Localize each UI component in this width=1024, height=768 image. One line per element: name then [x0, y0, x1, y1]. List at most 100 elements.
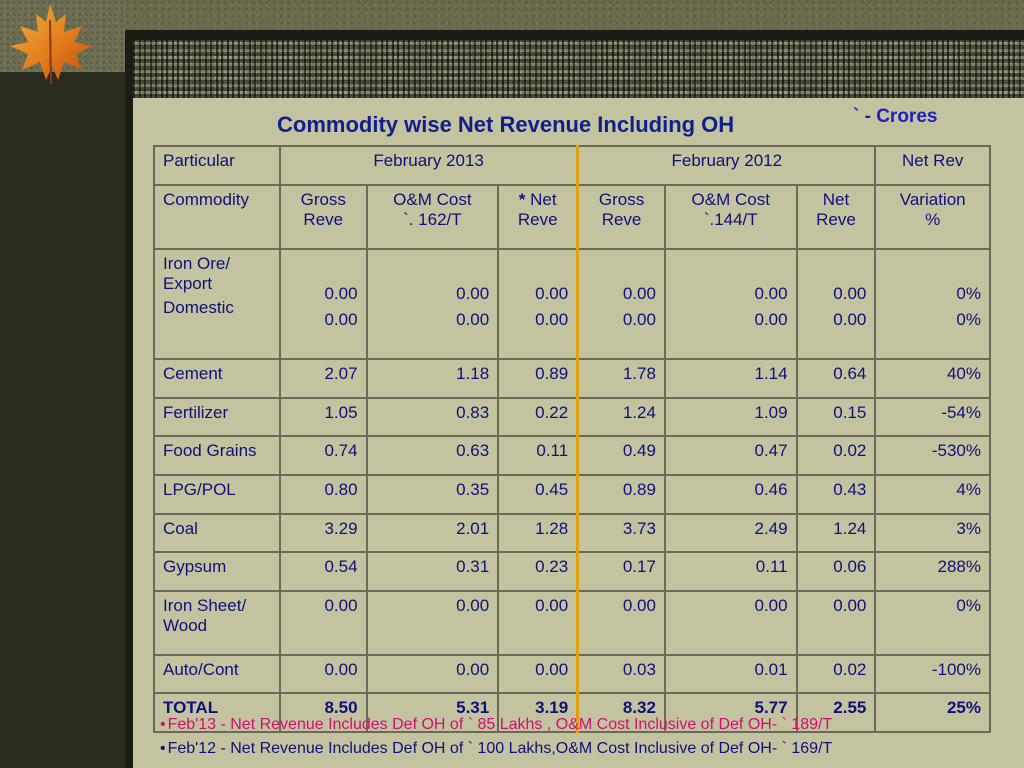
table-cell: 0.63	[365, 435, 500, 476]
cell-iron-ore: 0.00 0.00	[365, 247, 500, 361]
table-cell: 0.00	[279, 589, 368, 656]
row-label: Coal	[153, 512, 281, 554]
cell-value-domestic: 0%	[956, 309, 981, 329]
row-label: Gypsum	[153, 551, 281, 592]
header-text: Variation	[899, 189, 966, 209]
table-cell: 0.00	[795, 589, 877, 656]
row-label: LPG/POL	[153, 473, 281, 515]
header-commodity: Commodity	[153, 183, 281, 250]
header-gross-reve-12: Gross Reve	[576, 183, 666, 250]
row-label: Export	[163, 273, 213, 293]
table-cell: 1.24	[795, 512, 877, 554]
table-cell: -530%	[874, 435, 991, 476]
table-row-iron-ore: Iron Ore/ Export Domestic 0.00 0.00 0.00 0.…	[153, 247, 991, 361]
cell-value-domestic: 0.00	[622, 309, 656, 329]
cell-value-export: 0.00	[754, 283, 788, 303]
cell-iron-ore: 0.00 0.00	[279, 247, 368, 361]
row-label: Cement	[153, 358, 281, 399]
cell-value-export: 0.00	[456, 283, 490, 303]
table-cell: 0.89	[576, 473, 666, 515]
cell-value-export: 0%	[956, 283, 981, 303]
table-row: Gypsum 0.54 0.31 0.23 0.17 0.11 0.06 288%	[153, 551, 991, 592]
table-cell: 2.07	[279, 358, 368, 399]
cell-value-domestic: 0.00	[535, 309, 569, 329]
row-label: Iron Ore/	[163, 253, 231, 273]
cell-value-export: 0.00	[535, 283, 569, 303]
table-row: Iron Sheet/ Wood 0.00 0.00 0.00 0.00 0.00 0.00…	[153, 589, 991, 656]
bullet: •	[160, 716, 166, 733]
table-cell: 0.00	[365, 589, 500, 656]
header-particular: Particular	[153, 145, 281, 186]
table-cell: 0.00	[497, 589, 579, 656]
header-gross-reve-13: Gross Reve	[279, 183, 368, 250]
table-cell: 1.14	[663, 358, 798, 399]
header-om-cost-12: O&M Cost `.144/T	[663, 183, 798, 250]
table-cell: 0.02	[795, 653, 877, 695]
table-row: Cement 2.07 1.18 0.89 1.78 1.14 0.64 40%	[153, 358, 991, 399]
table-cell: 2.55	[795, 692, 877, 733]
table-row: Auto/Cont 0.00 0.00 0.00 0.03 0.01 0.02 -100%	[153, 653, 991, 695]
cell-value-export: 0.00	[324, 283, 358, 303]
table-cell: 1.28	[497, 512, 579, 554]
table-cell: 0.22	[497, 396, 579, 438]
row-label-iron-ore: Iron Ore/ Export Domestic	[153, 247, 281, 361]
table-cell: 0.64	[795, 358, 877, 399]
table-cell: 25%	[874, 692, 991, 733]
table-cell: 3.73	[576, 512, 666, 554]
table-row: TOTAL 8.50 5.31 3.19 8.32 5.77 2.55 25%	[153, 692, 991, 733]
table-cell: 0.43	[795, 473, 877, 515]
row-label: Fertilizer	[153, 396, 281, 438]
table-cell: 5.77	[663, 692, 798, 733]
cell-value-export: 0.00	[833, 283, 867, 303]
table-cell: 0.11	[497, 435, 579, 476]
table-cell: 8.50	[279, 692, 368, 733]
header-text: Gross	[598, 189, 645, 209]
table-cell: 0.00	[663, 589, 798, 656]
table-cell: 5.31	[365, 692, 500, 733]
row-label: Auto/Cont	[153, 653, 281, 695]
dark-sidebar	[0, 72, 125, 768]
table-cell: 0%	[874, 589, 991, 656]
table-cell: 0.00	[576, 589, 666, 656]
table-row: LPG/POL 0.80 0.35 0.45 0.89 0.46 0.43 4%	[153, 473, 991, 515]
header-text: Reve	[303, 209, 344, 229]
row-label: Food Grains	[153, 435, 281, 476]
header-variation: Variation %	[874, 183, 991, 250]
header-text: Net	[822, 189, 850, 209]
header-text: Net	[530, 189, 557, 209]
row-label: Iron Sheet/ Wood	[153, 589, 281, 656]
table-cell: 0.80	[279, 473, 368, 515]
table-row: Coal 3.29 2.01 1.28 3.73 2.49 1.24 3%	[153, 512, 991, 554]
footnote-text: Feb'12 - Net Revenue Includes Def OH of …	[167, 740, 833, 757]
footnote-feb13: • Feb'13 - Net Revenue Includes Def OH of…	[160, 716, 832, 734]
header-text: %	[925, 209, 941, 229]
table-cell: 1.24	[576, 396, 666, 438]
cell-value-domestic: 0.00	[456, 309, 490, 329]
asterisk-mark: *	[518, 189, 526, 209]
cell-value-domestic: 0.00	[833, 309, 867, 329]
table-cell: 0.49	[576, 435, 666, 476]
units-label: ` - Crores	[853, 106, 938, 127]
table-cell: -54%	[874, 396, 991, 438]
table-cell: -100%	[874, 653, 991, 695]
table-cell: 0.74	[279, 435, 368, 476]
cell-value-export: 0.00	[622, 283, 656, 303]
header-net-rev: Net Rev	[874, 145, 991, 186]
table-cell: 8.32	[576, 692, 666, 733]
cell-iron-ore: 0.00 0.00	[497, 247, 579, 361]
cell-iron-ore: 0.00 0.00	[795, 247, 877, 361]
table-cell: 288%	[874, 551, 991, 592]
maple-leaf-icon	[10, 4, 92, 85]
header-text: Reve	[517, 209, 558, 229]
header-feb2012: February 2012	[576, 145, 877, 186]
table-cell: 0.02	[795, 435, 877, 476]
table-cell: 0.00	[279, 653, 368, 695]
table-cell: 0.89	[497, 358, 579, 399]
header-text: Reve	[816, 209, 856, 229]
page-title: Commodity wise Net Revenue Including OH	[277, 112, 735, 137]
table-cell: 0.45	[497, 473, 579, 515]
table-cell: 40%	[874, 358, 991, 399]
table-cell: 0.17	[576, 551, 666, 592]
table-cell: 0.00	[365, 653, 500, 695]
footnote-feb12: • Feb'12 - Net Revenue Includes Def OH of…	[160, 740, 832, 758]
